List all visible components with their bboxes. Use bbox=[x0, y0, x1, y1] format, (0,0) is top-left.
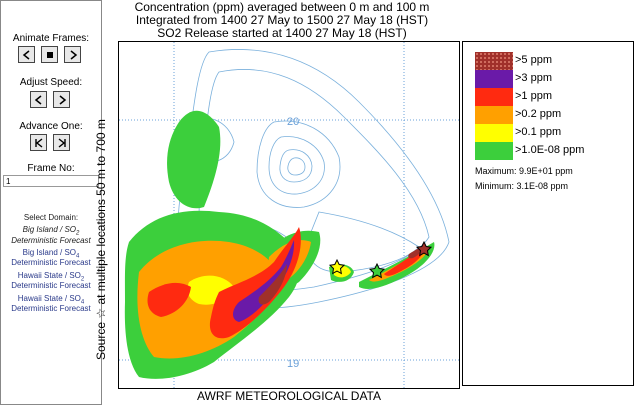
source-star-2 bbox=[368, 262, 386, 279]
speed-label: Adjust Speed: bbox=[19, 77, 83, 88]
slower-button[interactable] bbox=[30, 91, 47, 108]
legend-swatch bbox=[475, 70, 513, 88]
maximum-value: Maximum: 9.9E+01 ppm bbox=[475, 166, 573, 176]
domain-link-big-island-so4[interactable]: Big Island / SO4 bbox=[22, 248, 80, 260]
domain-link-hawaii-so2-type[interactable]: Deterministic Forecast bbox=[11, 281, 91, 290]
domain-link-big-island-so4-type[interactable]: Deterministic Forecast bbox=[11, 258, 91, 267]
legend-item: >0.2 ppm bbox=[475, 106, 615, 124]
chevron-left-icon bbox=[34, 94, 41, 105]
minimum-value: Minimum: 3.1E-08 ppm bbox=[475, 181, 569, 191]
frame-label: Frame No: bbox=[27, 163, 75, 174]
domain-link-hawaii-so4[interactable]: Hawaii State / SO4 bbox=[17, 294, 85, 306]
concentration-map: 20 19 bbox=[118, 41, 460, 389]
legend-swatch bbox=[475, 52, 513, 70]
skip-forward-icon bbox=[58, 137, 66, 148]
legend-swatch bbox=[475, 124, 513, 142]
select-domain-heading: Select Domain: bbox=[23, 213, 79, 222]
header-line-2: Integrated from 1400 27 May to 1500 27 M… bbox=[135, 13, 429, 27]
legend-item: >5 ppm bbox=[475, 52, 615, 70]
step-back-button[interactable] bbox=[18, 46, 35, 63]
previous-frame-button[interactable] bbox=[30, 134, 47, 151]
legend-label: >0.2 ppm bbox=[515, 108, 562, 120]
selected-domain-type: Deterministic Forecast bbox=[11, 236, 91, 245]
skip-back-icon bbox=[34, 137, 42, 148]
domain-link-hawaii-so2[interactable]: Hawaii State / SO2 bbox=[17, 271, 85, 283]
animate-label: Animate Frames: bbox=[12, 33, 90, 44]
plume-map-graphic: 20 19 bbox=[119, 42, 459, 388]
stop-icon bbox=[46, 51, 53, 58]
legend-item: >1 ppm bbox=[475, 88, 615, 106]
legend-swatch bbox=[475, 142, 513, 160]
legend-item: >3 ppm bbox=[475, 70, 615, 88]
legend-label: >3 ppm bbox=[515, 72, 552, 84]
legend-swatch bbox=[475, 106, 513, 124]
legend-panel: >5 ppm >3 ppm >1 ppm >0.2 ppm >0.1 ppm >… bbox=[462, 41, 634, 386]
faster-button[interactable] bbox=[53, 91, 70, 108]
legend-label: >5 ppm bbox=[515, 54, 552, 66]
chevron-right-icon bbox=[70, 49, 77, 60]
legend-swatch bbox=[475, 88, 513, 106]
chevron-right-icon bbox=[59, 94, 66, 105]
advance-label: Advance One: bbox=[19, 121, 83, 132]
legend-item: >1.0E-08 ppm bbox=[475, 142, 615, 160]
stop-button[interactable] bbox=[41, 46, 58, 63]
frame-number-input[interactable]: 1 bbox=[3, 175, 99, 187]
domain-link-hawaii-so4-type[interactable]: Deterministic Forecast bbox=[11, 304, 91, 313]
selected-domain: Big Island / SO2 bbox=[22, 225, 80, 237]
chevron-left-icon bbox=[22, 49, 29, 60]
y-axis-label: Source ☆ at multiple locations 50 m to 7… bbox=[94, 119, 108, 360]
legend-label: >0.1 ppm bbox=[515, 126, 562, 138]
source-star-3 bbox=[415, 240, 433, 257]
source-star-1 bbox=[328, 258, 346, 275]
legend-label: >1.0E-08 ppm bbox=[515, 144, 585, 156]
next-frame-button[interactable] bbox=[53, 134, 70, 151]
header-line-1: Concentration (ppm) averaged between 0 m… bbox=[134, 0, 430, 14]
legend-label: >1 ppm bbox=[515, 90, 552, 102]
lat-label-20: 20 bbox=[287, 116, 299, 128]
lat-label-19: 19 bbox=[287, 358, 299, 370]
x-axis-label: AWRF METEOROLOGICAL DATA bbox=[196, 389, 381, 403]
play-forward-button[interactable] bbox=[64, 46, 81, 63]
legend-item: >0.1 ppm bbox=[475, 124, 615, 142]
header-line-3: SO2 Release started at 1400 27 May 18 (H… bbox=[157, 26, 407, 40]
control-panel: Animate Frames: Adjust Speed: Advance On… bbox=[0, 0, 102, 405]
